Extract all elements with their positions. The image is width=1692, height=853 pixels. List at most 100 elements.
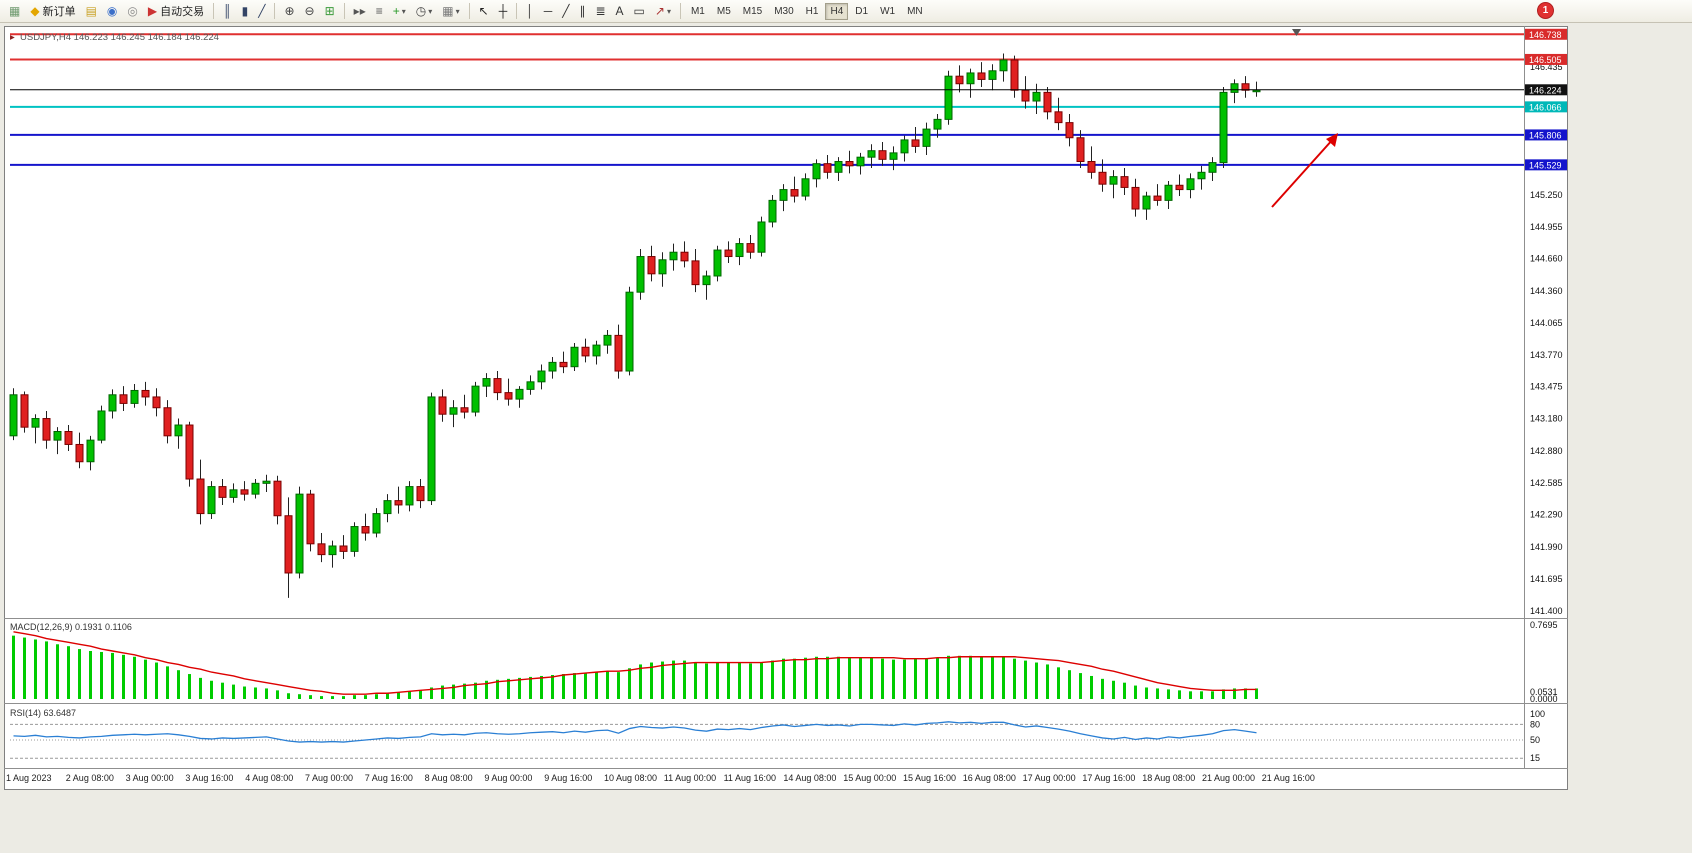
horizontal-line-icon: ─ xyxy=(543,4,553,18)
trend-arrow[interactable] xyxy=(1271,137,1335,208)
chart-bars-button[interactable]: ║ xyxy=(219,1,236,22)
macd-bar xyxy=(463,683,466,699)
candle-body xyxy=(372,513,381,534)
chart-bars-icon: ║ xyxy=(223,4,232,18)
cursor-button[interactable]: ↖ xyxy=(475,1,493,22)
macd-bar xyxy=(562,674,565,699)
indicators-add-button[interactable]: + ▾ xyxy=(389,1,410,22)
text-button[interactable]: A xyxy=(612,1,628,22)
market-watch-button[interactable]: ▤ xyxy=(82,1,101,22)
data-window-button[interactable]: ◉ xyxy=(103,1,121,22)
new-order-icon: ◆ xyxy=(30,4,40,18)
price-axis[interactable]: 146.435 145.250 144.955 144.660 144.360 144.0… xyxy=(1530,62,1563,616)
chart-line-button[interactable]: ╱ xyxy=(254,1,269,22)
macd-bar xyxy=(529,676,532,699)
fibonacci-button[interactable]: ≣ xyxy=(591,1,609,22)
macd-bar xyxy=(474,682,477,699)
timeframe-mn[interactable]: MN xyxy=(907,5,923,17)
expert-advisors-icon: ◎ xyxy=(127,4,138,18)
timeframe-d1[interactable]: D1 xyxy=(855,5,869,17)
indicator-list-button[interactable]: ≡ xyxy=(372,1,387,22)
timeframe-h4[interactable]: H4 xyxy=(825,2,849,20)
auto-trading-icon: ▶ xyxy=(147,4,158,18)
macd-bar xyxy=(133,656,136,699)
time-tick: 17 Aug 00:00 xyxy=(1023,773,1076,783)
zoom-out-button[interactable]: ⊖ xyxy=(301,1,319,22)
timeframe-w1[interactable]: W1 xyxy=(880,5,896,17)
auto-scroll-button[interactable]: ▸▸ xyxy=(350,1,370,22)
zoom-in-button[interactable]: ⊕ xyxy=(280,1,298,22)
text-label-button[interactable]: ▭ xyxy=(630,1,649,22)
macd-bar xyxy=(386,693,389,699)
timeframe-h1[interactable]: H1 xyxy=(805,5,819,17)
timeframe-m5[interactable]: M5 xyxy=(716,5,731,17)
macd-bar xyxy=(276,690,279,699)
candle-body xyxy=(592,344,601,357)
chart-shift-marker[interactable] xyxy=(1292,29,1301,36)
candle-body xyxy=(1054,111,1063,124)
macd-signal-line xyxy=(13,631,1257,695)
macd-bar xyxy=(694,662,697,699)
rsi-axis-tick: 80 xyxy=(1530,719,1540,729)
toolbar: ▦ ◆ 新订单 ▤ ◉ ◎ ▶ 自动交易 ║ ▮ ╱ ⊕ ⊖ ⊞ ▸▸ ≡ + ▾ ◷ ▾ ▦ ▾ ↖ ┼ │ ─ ╱ ∥ ≣ A ▭ ↗ ▾ M… xyxy=(0,0,1692,23)
macd-bar xyxy=(188,674,191,699)
arrows-button[interactable]: ↗ ▾ xyxy=(651,1,675,22)
rsi-line xyxy=(13,721,1257,743)
candle-body xyxy=(680,251,689,262)
indicators-add-icon: + xyxy=(392,4,400,18)
crosshair-button[interactable]: ┼ xyxy=(495,1,512,22)
equidistant-channel-button[interactable]: ∥ xyxy=(575,1,589,22)
periods-caret-icon[interactable]: ▾ xyxy=(428,6,433,16)
chart-plot-background[interactable] xyxy=(4,26,1568,790)
new-chart-button[interactable]: ▦ xyxy=(5,1,24,22)
candle-body xyxy=(493,378,502,394)
new-order-button[interactable]: ◆ 新订单 xyxy=(26,1,79,22)
candle-body xyxy=(405,486,414,506)
timeframe-m15[interactable]: M15 xyxy=(742,5,763,17)
candle-body xyxy=(130,389,139,404)
text-label-icon: ▭ xyxy=(633,4,645,18)
toolbar-separator xyxy=(213,3,215,19)
candle-body xyxy=(977,72,986,80)
arrows-caret-icon[interactable]: ▾ xyxy=(666,6,671,16)
periods-icon: ◷ xyxy=(415,4,427,18)
chart-candles-button[interactable]: ▮ xyxy=(238,1,253,22)
candle-body xyxy=(64,431,73,445)
candle-body xyxy=(31,418,40,428)
candle-body xyxy=(647,256,656,275)
timeframe-m30[interactable]: M30 xyxy=(774,5,794,17)
tile-windows-button[interactable]: ⊞ xyxy=(321,1,339,22)
macd-bar xyxy=(716,662,719,699)
templates-button[interactable]: ▦ ▾ xyxy=(438,1,463,22)
macd-bar xyxy=(89,651,92,699)
candle-body xyxy=(1087,161,1096,173)
rsi-axis-tick: 50 xyxy=(1530,735,1540,745)
macd-bar xyxy=(144,659,147,699)
chart-line-icon: ╱ xyxy=(258,4,266,18)
candle-body xyxy=(900,139,909,154)
macd-bar xyxy=(1222,689,1225,699)
templates-caret-icon[interactable]: ▾ xyxy=(455,6,460,16)
macd-bar xyxy=(573,673,576,699)
macd-bar xyxy=(650,662,653,699)
candle-body xyxy=(328,545,337,556)
notification-badge[interactable]: 1 xyxy=(1537,2,1554,19)
candle-body xyxy=(1186,178,1195,191)
expert-advisors-button[interactable]: ◎ xyxy=(123,1,141,22)
timeframe-m1[interactable]: M1 xyxy=(690,5,705,17)
trendline-button[interactable]: ╱ xyxy=(558,1,573,22)
periods-button[interactable]: ◷ ▾ xyxy=(412,1,437,22)
candle-body xyxy=(548,361,557,372)
horizontal-line-button[interactable]: ─ xyxy=(540,1,557,22)
vertical-line-button[interactable]: │ xyxy=(522,1,538,22)
time-axis[interactable]: 1 Aug 2023 2 Aug 08:00 3 Aug 00:00 3 Aug 16… xyxy=(6,773,1315,783)
chart-window[interactable]: ▸ USDJPY,H4 146.223 146.245 146.184 146.2… xyxy=(4,26,1568,790)
auto-trading-button[interactable]: ▶ 自动交易 xyxy=(144,1,208,22)
macd-bar xyxy=(639,664,642,699)
candle-body xyxy=(988,70,997,80)
macd-panel[interactable]: MACD(12,26,9) 0.1931 0.1106 0.7695 0.05310… xyxy=(10,620,1558,704)
macd-bar xyxy=(1068,670,1071,699)
macd-bar xyxy=(1200,691,1203,699)
indicators-add-caret-icon[interactable]: ▾ xyxy=(401,6,406,16)
